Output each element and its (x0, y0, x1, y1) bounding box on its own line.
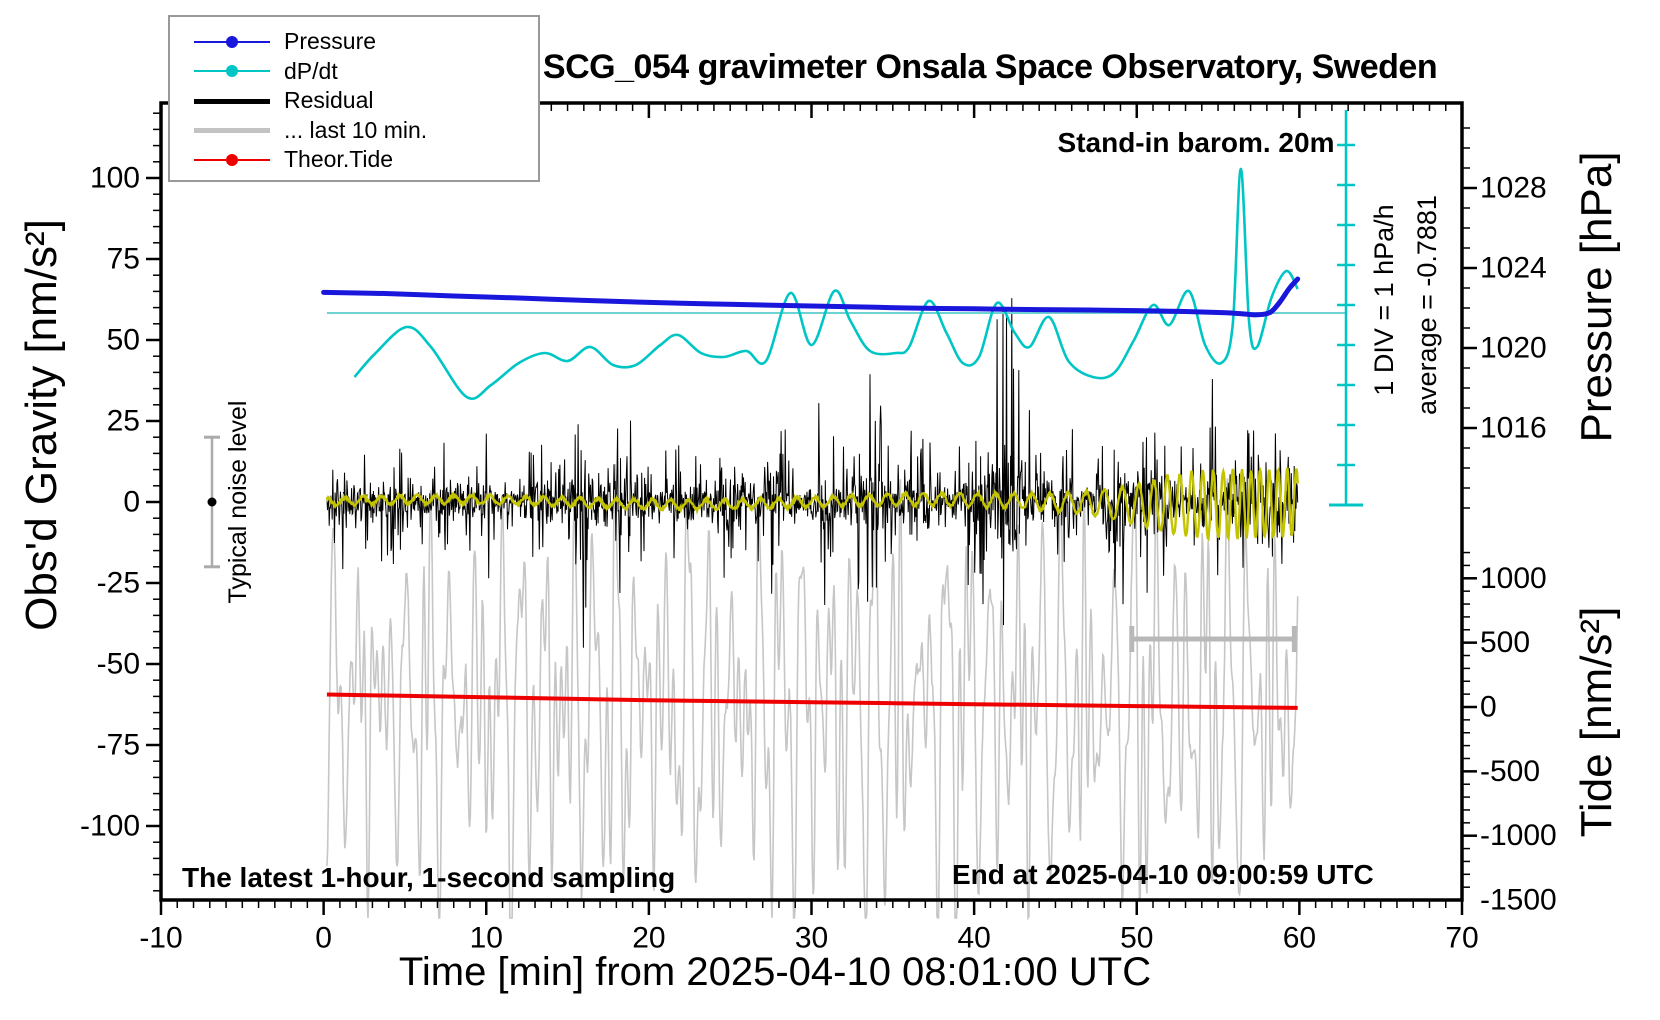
pressure-tick-label: 1024 (1480, 252, 1547, 285)
x-tick-label: 0 (315, 922, 332, 955)
legend-item-label: ... last 10 min. (284, 116, 428, 143)
series-layer (321, 167, 1346, 921)
legend-item-pressure: Pressure (170, 27, 538, 57)
x-tick-label: 10 (470, 922, 503, 955)
legend-item-label: Theor.Tide (284, 146, 394, 173)
dpdt-series-line (353, 167, 1299, 400)
dpdt-scale-bar (1329, 110, 1363, 507)
tide-tick-label: -500 (1480, 755, 1540, 788)
pressure-tick-label: 1028 (1480, 172, 1547, 205)
barometer-note: Stand-in barom. 20m (1057, 127, 1335, 158)
x-axis-title: Time [min] from 2025-04-10 08:01:00 UTC (398, 950, 1152, 994)
residual-series-line (326, 298, 1299, 648)
gravity-tick-label: -75 (97, 729, 140, 762)
pressure-series-line (321, 276, 1301, 318)
tide-legend-marker-icon (194, 153, 270, 167)
legend: Pressure dP/dt Residual ... last 10 min.… (168, 15, 540, 182)
tide-series-line (326, 692, 1298, 710)
pressure-tick-label: 1020 (1480, 332, 1547, 365)
residual-legend-marker-icon (194, 94, 270, 108)
tide-axis-title: Tide [nm/s²] (1572, 606, 1621, 838)
tide-tick-label: -1500 (1480, 884, 1557, 917)
residual-filtered-series-line (325, 466, 1299, 542)
tide-tick-label: 0 (1480, 691, 1497, 724)
pressure-legend-marker-icon (194, 35, 270, 49)
gravity-tick-label: 75 (107, 243, 140, 276)
tide-tick-label: 1000 (1480, 562, 1547, 595)
x-tick-label: 60 (1283, 922, 1316, 955)
end-time-note: End at 2025-04-10 09:00:59 UTC (952, 859, 1374, 890)
legend-item-label: Pressure (284, 28, 377, 55)
gravity-tick-label: -50 (97, 648, 140, 681)
legend-item-tide: Theor.Tide (170, 145, 538, 175)
gravity-tick-label: -100 (80, 810, 140, 843)
pressure-tick-label: 1016 (1480, 412, 1547, 445)
gravity-tick-label: 25 (107, 405, 140, 438)
x-tick-label: 50 (1120, 922, 1153, 955)
gravity-tick-label: 50 (107, 324, 140, 357)
noise-level-marker (204, 435, 220, 569)
x-tick-label: -10 (139, 922, 182, 955)
tide-tick-label: -1000 (1480, 819, 1557, 852)
legend-item-label: dP/dt (284, 57, 338, 84)
x-tick-label: 40 (957, 922, 990, 955)
legend-item-residual: Residual (170, 86, 538, 116)
chart-title: SCG_054 gravimeter Onsala Space Observat… (542, 48, 1438, 86)
last10-bracket (1129, 626, 1297, 652)
legend-item-label: Residual (284, 87, 374, 114)
last10-series-line (326, 464, 1299, 921)
dpdt-average-label: average = -0.7881 (1412, 195, 1442, 415)
x-tick-label: 30 (795, 922, 828, 955)
gravity-tick-label: 0 (123, 486, 140, 519)
sampling-note: The latest 1-hour, 1-second sampling (182, 862, 676, 893)
tide-tick-label: 500 (1480, 626, 1530, 659)
x-tick-label: 20 (632, 922, 665, 955)
legend-item-dpdt: dP/dt (170, 57, 538, 87)
noise-level-dot-icon (207, 497, 217, 507)
x-tick-label: 70 (1445, 922, 1478, 955)
gravity-axis-title: Obs'd Gravity [nm/s²] (17, 219, 66, 631)
legend-item-last10: ... last 10 min. (170, 116, 538, 146)
tick-labels: -10 0 10 20 30 40 50 60 70-100-75-50-25025507510… (80, 162, 1557, 955)
gravity-tick-label: -25 (97, 567, 140, 600)
axis-ticks (146, 103, 1477, 915)
gravity-tick-label: 100 (90, 162, 140, 195)
noise-level-label: Typical noise level (224, 400, 252, 604)
dpdt-legend-marker-icon (194, 64, 270, 78)
last10-legend-marker-icon (194, 123, 270, 137)
